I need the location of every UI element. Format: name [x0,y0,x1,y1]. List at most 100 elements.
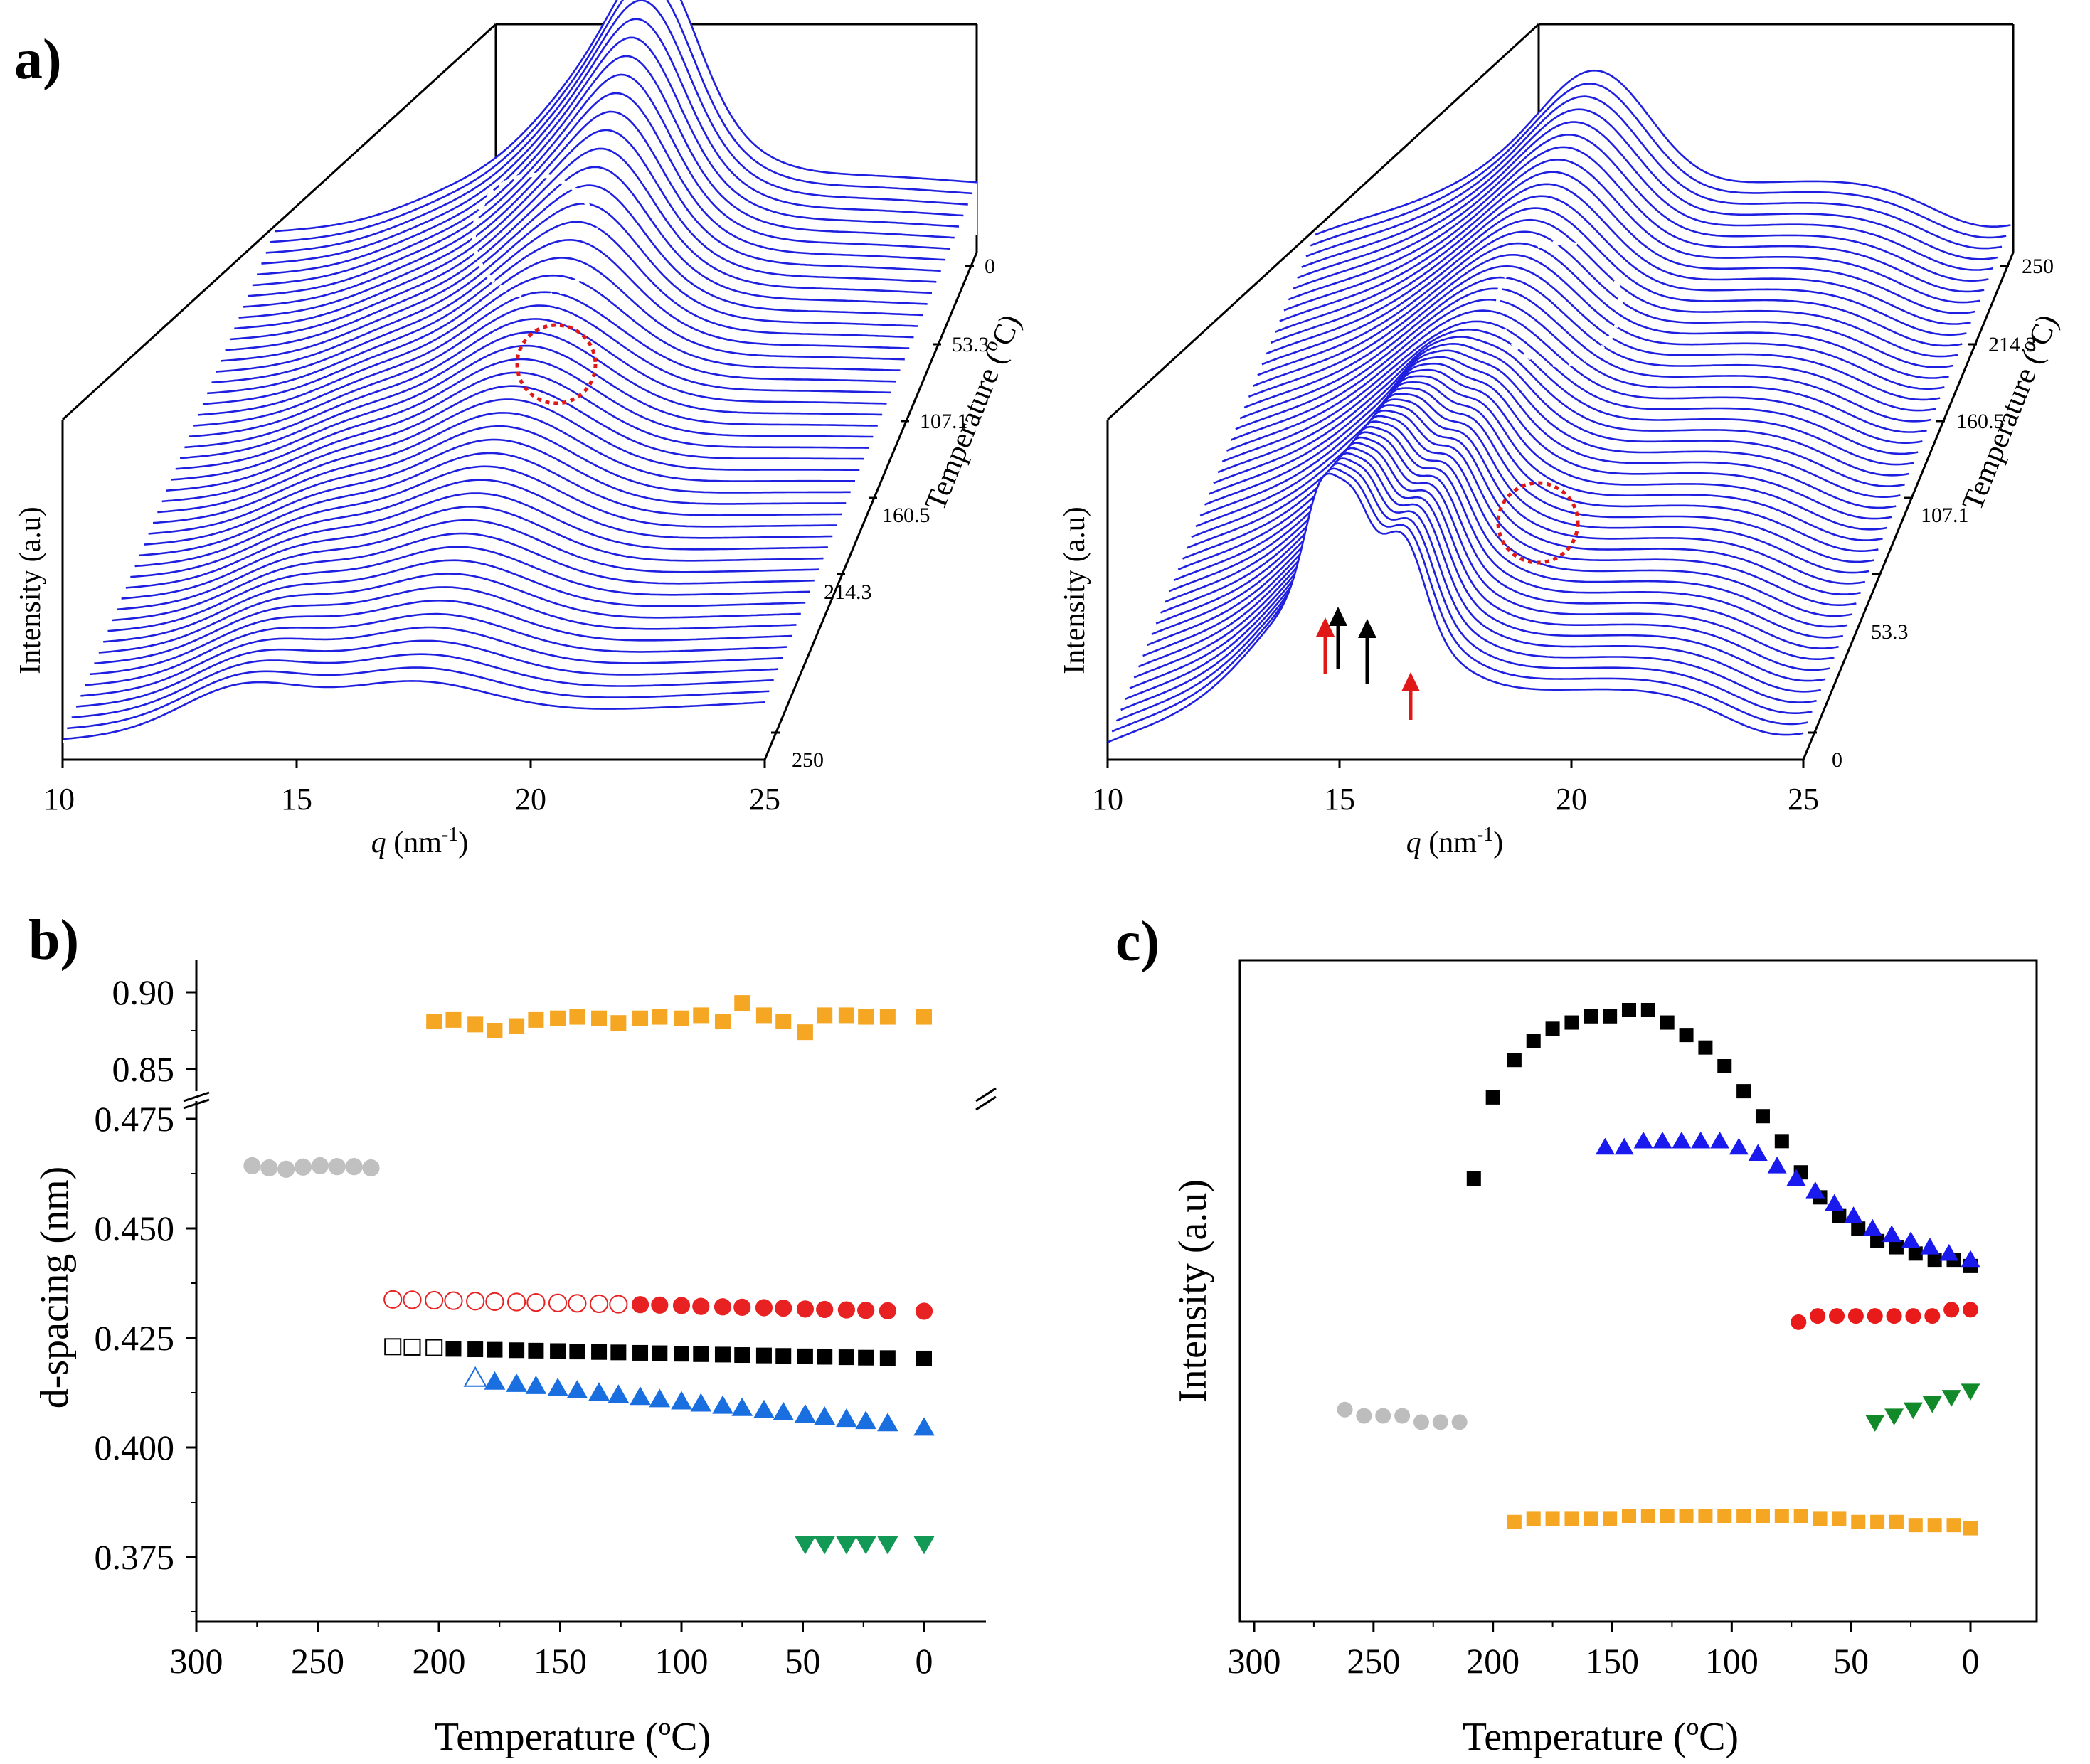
panel-label-b: b) [28,909,79,972]
data-point [1922,1396,1942,1413]
waterfall-curve [89,600,792,676]
panel-a-left: a) 10 15 20 25 q (nm-1) Intensity (a.u) [14,0,1027,859]
x-tick-label: 0 [916,1641,933,1681]
data-point [1710,1131,1730,1149]
waterfall-curve [1111,467,1808,733]
x-tick-label: 100 [655,1641,709,1681]
data-point [1901,1231,1921,1248]
waterfall-curve [152,412,855,524]
data-point [591,1344,608,1360]
temperature-tick-label: 107.1 [920,410,968,433]
data-point [1375,1408,1391,1424]
waterfall-curve [1279,171,1976,322]
waterfall-curve [193,291,896,427]
data-point [609,1295,628,1314]
y-tick-label: 0.425 [95,1318,175,1358]
axis-break-mark [183,1091,210,1110]
data-point [1717,1059,1732,1073]
data-point [775,1348,792,1364]
data-point [1736,1084,1751,1099]
waterfall-curve [275,0,977,233]
data-point [1603,1009,1618,1024]
y-axis-label: Intensity (a.u) [1171,1179,1215,1403]
temperature-tick-label: 53.3 [1871,620,1909,644]
waterfall-curves-left [62,0,977,743]
waterfall-curve [112,532,815,622]
y-tick-label: 0.90 [112,972,175,1012]
data-point [652,1345,668,1361]
waterfall-curve [1195,362,1892,528]
data-point [1813,1511,1828,1526]
data-point [444,1291,463,1310]
data-point [755,1007,772,1024]
data-point [1633,1131,1653,1149]
data-point [1867,1308,1883,1324]
data-point [467,1016,484,1033]
data-point [838,1349,854,1366]
data-point [858,1349,874,1366]
temperature-tick-label: 107.1 [1921,504,1969,527]
data-point [693,1007,709,1024]
data-point [877,1536,898,1555]
data-point [1924,1308,1941,1324]
black-arrow-annotation [1358,619,1376,684]
waterfall-curve [1137,436,1835,668]
white-dashed-circle-annotation [472,173,598,299]
data-point [714,1014,731,1030]
data-point [631,1296,649,1314]
temperature-tick-label: 0 [985,255,995,278]
waterfall-curve [1115,462,1813,722]
data-point [569,1009,585,1025]
waterfall-curve [207,238,910,395]
waterfall-curve [1169,398,1866,593]
data-point [487,1341,503,1358]
data-point [1698,1509,1713,1523]
waterfall-curve [107,546,810,632]
data-point [652,1009,668,1025]
data-point [1603,1511,1618,1526]
data-point [528,1011,544,1028]
data-point [1844,1206,1864,1223]
data-point [632,1344,649,1361]
data-point [817,1007,833,1024]
data-point [1832,1511,1847,1526]
waterfall-curve [157,398,860,514]
waterfall-curve [117,519,819,611]
data-point [916,1350,932,1366]
data-point [1356,1408,1372,1424]
data-point [487,1023,503,1038]
temperature-tick-label: 160.5 [882,504,930,527]
data-point [1865,1415,1885,1432]
plot-frame [1238,959,2038,1623]
data-point [1805,1181,1825,1199]
data-point [1889,1240,1904,1255]
x-tick-label: 100 [1705,1641,1759,1681]
waterfall-curve [171,358,874,481]
waterfall-curve [134,465,837,568]
x-tick-label: 200 [413,1641,466,1681]
data-point [1691,1131,1711,1149]
x-tick-label: 20 [515,782,546,817]
data-point [714,1298,732,1316]
waterfall-curve [1305,95,2003,257]
data-point [509,1342,525,1359]
waterfall-curve [1107,472,1804,743]
waterfall-curve [1301,108,1998,268]
data-point [1851,1514,1866,1529]
data-point [547,1377,568,1396]
data-point [426,1014,442,1030]
temperature-tick-label: 250 [2022,255,2054,278]
data-point [466,1292,485,1311]
data-point [838,1007,854,1024]
data-point [243,1157,261,1175]
data-point [1927,1518,1942,1533]
data-point [507,1292,526,1312]
data-point [755,1299,773,1317]
waterfall-curve [1243,265,1941,409]
data-point [879,1350,896,1366]
waterfall-curve [1266,207,1963,355]
waterfall-curve [1297,121,1993,280]
data-point [445,1011,462,1028]
temperature-tick-label: 214.3 [824,580,872,604]
waterfall-curve [1151,420,1848,635]
